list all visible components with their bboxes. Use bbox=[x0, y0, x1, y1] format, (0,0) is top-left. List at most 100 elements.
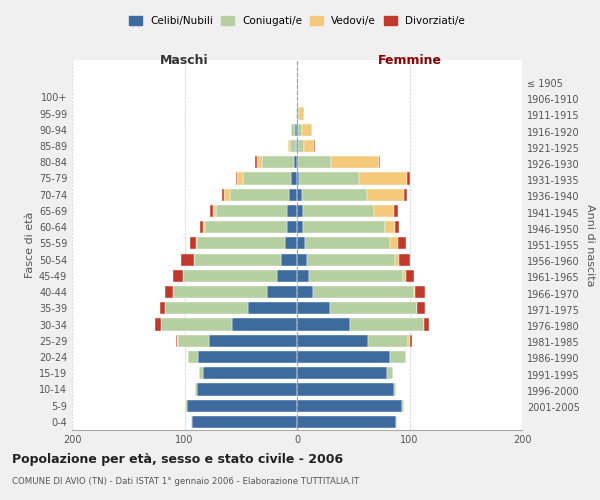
Bar bbox=[200, 221, 203, 233]
Text: Popolazione per età, sesso e stato civile - 2006: Popolazione per età, sesso e stato civil… bbox=[12, 452, 343, 466]
Bar bbox=[287, 205, 297, 217]
Bar bbox=[298, 124, 302, 136]
Bar bbox=[281, 254, 297, 266]
Bar bbox=[257, 156, 262, 168]
Bar bbox=[288, 140, 290, 152]
Bar bbox=[314, 140, 315, 152]
Bar bbox=[297, 367, 387, 380]
Bar bbox=[297, 334, 368, 347]
Bar bbox=[277, 270, 297, 282]
Bar bbox=[256, 156, 257, 168]
Bar bbox=[307, 254, 395, 266]
Bar bbox=[299, 172, 359, 184]
Bar bbox=[298, 140, 304, 152]
Bar bbox=[166, 286, 173, 298]
Bar bbox=[302, 188, 367, 201]
Bar bbox=[205, 221, 287, 233]
Bar bbox=[190, 238, 196, 250]
Bar bbox=[296, 140, 297, 152]
Bar bbox=[290, 140, 296, 152]
Bar bbox=[296, 108, 297, 120]
Bar bbox=[391, 351, 406, 363]
Bar bbox=[395, 221, 400, 233]
Bar bbox=[398, 238, 406, 250]
Bar bbox=[284, 238, 297, 250]
Bar bbox=[155, 318, 161, 330]
Bar bbox=[297, 108, 299, 120]
Bar bbox=[297, 205, 302, 217]
Bar bbox=[176, 334, 178, 347]
Bar bbox=[297, 172, 299, 184]
Bar bbox=[160, 302, 166, 314]
Bar bbox=[243, 172, 292, 184]
Bar bbox=[379, 156, 380, 168]
Bar bbox=[289, 188, 297, 201]
Bar bbox=[297, 124, 298, 136]
Y-axis label: Anni di nascita: Anni di nascita bbox=[585, 204, 595, 286]
Bar bbox=[188, 351, 198, 363]
Legend: Celibi/Nubili, Coniugati/e, Vedovi/e, Divorziati/e: Celibi/Nubili, Coniugati/e, Vedovi/e, Di… bbox=[125, 12, 469, 30]
Bar bbox=[331, 156, 379, 168]
Bar bbox=[221, 188, 224, 201]
Bar bbox=[297, 400, 401, 411]
Bar bbox=[203, 221, 205, 233]
Bar bbox=[173, 270, 184, 282]
Bar bbox=[297, 351, 391, 363]
Bar bbox=[373, 205, 394, 217]
Bar bbox=[396, 416, 397, 428]
Bar bbox=[394, 205, 398, 217]
Bar bbox=[297, 221, 302, 233]
Bar bbox=[297, 254, 307, 266]
Bar bbox=[401, 400, 404, 411]
Bar bbox=[418, 302, 425, 314]
Y-axis label: Fasce di età: Fasce di età bbox=[25, 212, 35, 278]
Text: Femmine: Femmine bbox=[377, 54, 442, 68]
Bar bbox=[161, 318, 232, 330]
Bar bbox=[297, 302, 329, 314]
Bar bbox=[191, 416, 193, 428]
Bar bbox=[302, 205, 373, 217]
Bar bbox=[196, 238, 197, 250]
Bar bbox=[193, 416, 297, 428]
Text: COMUNE DI AVIO (TN) - Dati ISTAT 1° gennaio 2006 - Elaborazione TUTTITALIA.IT: COMUNE DI AVIO (TN) - Dati ISTAT 1° genn… bbox=[12, 478, 359, 486]
Bar bbox=[403, 270, 406, 282]
Bar bbox=[209, 334, 297, 347]
Bar bbox=[407, 172, 409, 184]
Bar bbox=[310, 270, 403, 282]
Bar bbox=[391, 238, 398, 250]
Bar bbox=[181, 254, 193, 266]
Bar bbox=[185, 400, 187, 411]
Bar bbox=[236, 172, 238, 184]
Bar bbox=[292, 124, 295, 136]
Bar bbox=[297, 318, 350, 330]
Bar bbox=[197, 384, 297, 396]
Bar bbox=[287, 221, 297, 233]
Bar bbox=[424, 318, 428, 330]
Bar bbox=[184, 270, 277, 282]
Bar bbox=[194, 384, 197, 396]
Bar bbox=[173, 286, 266, 298]
Bar bbox=[178, 334, 209, 347]
Bar bbox=[329, 302, 418, 314]
Bar bbox=[266, 286, 297, 298]
Bar bbox=[367, 188, 404, 201]
Text: Maschi: Maschi bbox=[160, 54, 209, 68]
Bar bbox=[302, 221, 385, 233]
Bar bbox=[297, 156, 298, 168]
Bar bbox=[216, 205, 287, 217]
Bar bbox=[350, 318, 424, 330]
Bar bbox=[387, 367, 392, 380]
Bar bbox=[297, 238, 305, 250]
Bar bbox=[238, 172, 243, 184]
Bar bbox=[359, 172, 407, 184]
Bar bbox=[304, 140, 314, 152]
Bar bbox=[368, 334, 409, 347]
Bar bbox=[385, 221, 395, 233]
Bar bbox=[297, 286, 313, 298]
Bar bbox=[297, 140, 298, 152]
Bar bbox=[395, 254, 400, 266]
Bar bbox=[293, 156, 297, 168]
Bar bbox=[199, 367, 203, 380]
Bar bbox=[415, 286, 425, 298]
Bar bbox=[198, 351, 297, 363]
